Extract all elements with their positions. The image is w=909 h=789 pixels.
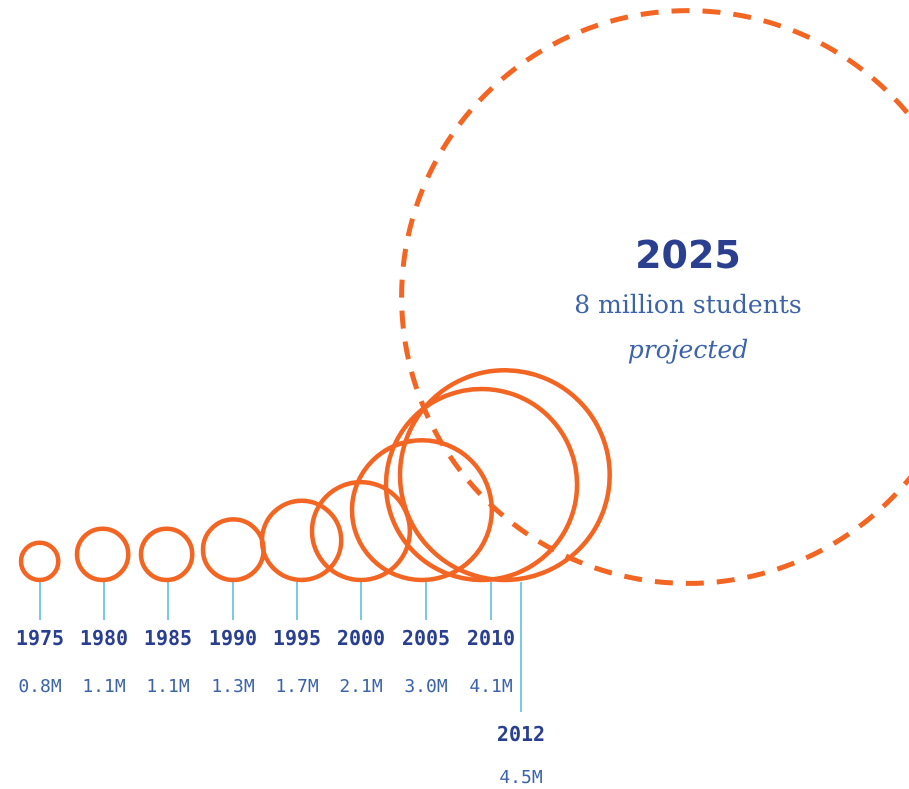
- year-label-1995: 1995: [273, 626, 321, 650]
- bubble-2010: [383, 386, 580, 583]
- year-label-2005: 2005: [402, 626, 450, 650]
- bubble-2000: [309, 479, 413, 583]
- bubble-2005: [349, 437, 495, 583]
- value-label-2000: 2.1M: [339, 676, 383, 697]
- bubble-2025-projection: [399, 8, 909, 586]
- bubble-1995: [259, 498, 344, 583]
- bubble-1980: [74, 526, 131, 583]
- bubble-1990: [200, 517, 266, 583]
- value-label-1995: 1.7M: [275, 676, 319, 697]
- year-label-2010: 2010: [467, 626, 515, 650]
- value-label-1975: 0.8M: [18, 676, 62, 697]
- projection-note: projected: [628, 335, 748, 364]
- projection-year: 2025: [635, 233, 741, 277]
- value-label-1990: 1.3M: [211, 676, 255, 697]
- projection-value: 8 million students: [574, 290, 801, 319]
- bubble-circles: [18, 8, 909, 586]
- value-label-2005: 3.0M: [404, 676, 448, 697]
- year-label-1985: 1985: [144, 626, 192, 650]
- value-label-1980: 1.1M: [82, 676, 126, 697]
- bubble-1985: [138, 526, 195, 583]
- value-label-2012: 4.5M: [499, 767, 543, 788]
- year-labels: 1975 0.8M 1980 1.1M 1985 1.1M 1990 1.3M 1995 1.7M…: [16, 626, 545, 788]
- year-label-1990: 1990: [209, 626, 257, 650]
- value-label-2010: 4.1M: [469, 676, 513, 697]
- projection-label: 2025 8 million students projected: [574, 233, 801, 364]
- value-label-1985: 1.1M: [146, 676, 190, 697]
- year-label-1980: 1980: [80, 626, 128, 650]
- year-label-2012: 2012: [497, 722, 545, 746]
- bubble-2012: [397, 368, 612, 583]
- year-label-2000: 2000: [337, 626, 385, 650]
- bubble-1975: [18, 540, 61, 583]
- year-label-1975: 1975: [16, 626, 64, 650]
- leader-lines: [39, 582, 522, 712]
